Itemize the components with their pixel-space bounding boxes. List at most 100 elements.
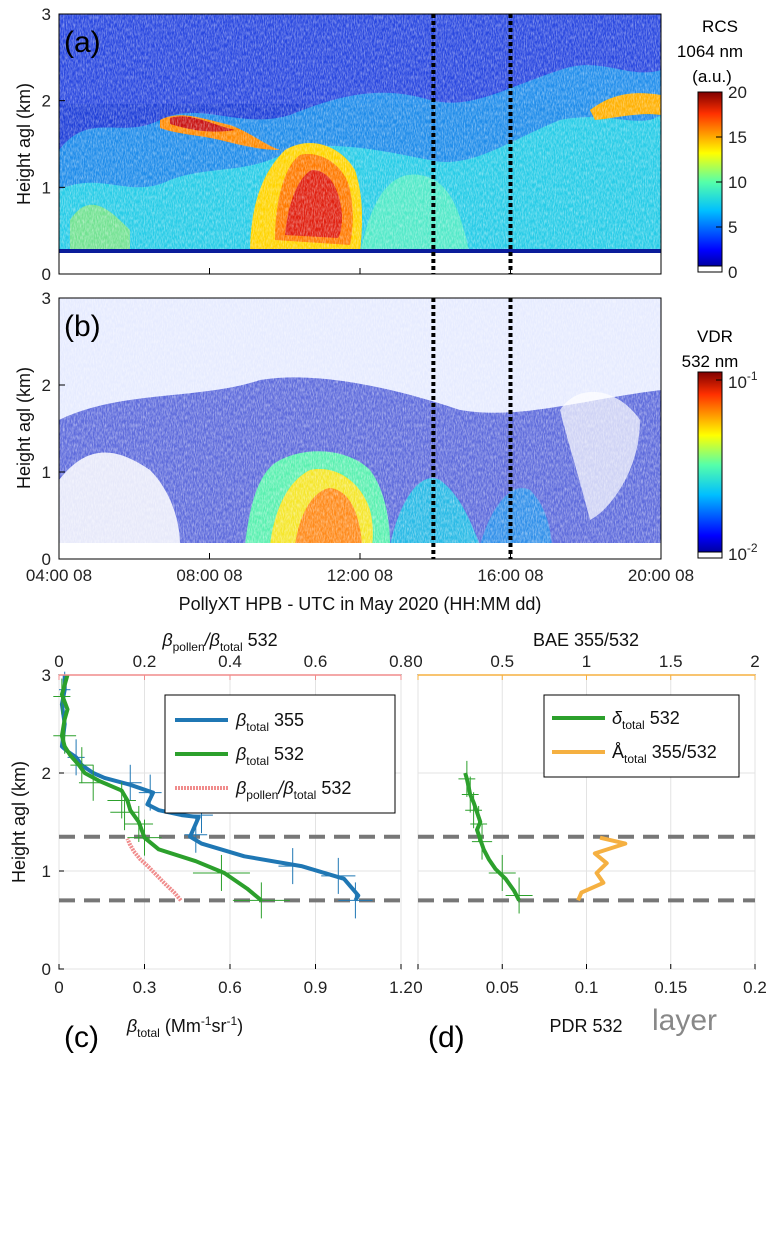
xtick-label: 20:00 08 [628, 566, 694, 585]
panel-d-plot [418, 760, 755, 914]
panel-c-xlabel: βtotal (Mm-1sr-1) [126, 1014, 243, 1040]
xtick-label: 0.05 [486, 978, 519, 997]
c-top-label-sub1: pollen [173, 640, 205, 654]
legend-d-entry-1: δtotal 532 [612, 708, 680, 732]
top-xlabel: PollyXT HPB - UTC in May 2020 (HH:MM dd) [179, 594, 542, 614]
xtick-label: 0.1 [575, 978, 599, 997]
top-xtick-label: 1 [582, 652, 591, 671]
cbar-tick-label: 5 [728, 218, 737, 237]
colorbar-b-title-1: VDR [697, 327, 733, 346]
panel-c-legend: βtotal 355 βtotal 532 βpollen/βtotal 532 [164, 694, 396, 814]
top-xticks: 04:00 08 08:00 08 12:00 08 16:00 08 20:00 08 [26, 553, 694, 585]
xtick-label: 0.15 [654, 978, 687, 997]
panel-d-annotation-layer: layer [652, 1004, 717, 1037]
c-top-label-main: β [161, 630, 172, 650]
panel-d-ticks: 0 0.05 0.1 0.15 0.2 0 0.5 1 1.5 2 [413, 652, 767, 997]
xtick-label: 0.2 [743, 978, 767, 997]
xtick-label: 0 [54, 978, 63, 997]
c-top-label-tail: 532 [243, 630, 278, 650]
ytick-label: 1 [42, 178, 51, 197]
panel-b-ylabel: Height agl (km) [14, 367, 34, 489]
panel-a: 0 1 2 3 Height agl (km) (a) 0 5 10 15 20 RCS 10… [14, 5, 747, 284]
panel-d-legend: δtotal 532 Åtotal 355/532 [543, 694, 740, 778]
top-xtick-label: 0.8 [389, 652, 413, 671]
cbar-tick-label: 10-2 [728, 541, 758, 564]
series-line [125, 837, 183, 902]
ytick-label: 0 [42, 550, 51, 569]
top-xtick-label: 0.2 [133, 652, 157, 671]
series-line [463, 772, 521, 902]
panel-b-yticks: 0 1 2 3 [42, 289, 65, 569]
c-xlabel-unit2: sr [211, 1016, 226, 1036]
c-xlabel-exp1: -1 [201, 1014, 212, 1028]
panel-c-plot [53, 671, 401, 919]
xtick-label: 12:00 08 [327, 566, 393, 585]
ytick-label: 2 [42, 92, 51, 111]
legend-c-entry-1: βtotal 355 [235, 710, 304, 734]
xtick-label: 08:00 08 [176, 566, 242, 585]
ytick-label: 3 [42, 666, 51, 685]
ytick-label: 3 [42, 5, 51, 24]
cbar-tick-label: 10-1 [728, 369, 758, 392]
xtick-label: 0.3 [133, 978, 157, 997]
panel-a-heatmap [59, 14, 661, 274]
panel-a-xticks [58, 268, 662, 274]
top-xtick-label: 0.4 [218, 652, 242, 671]
c-top-label-slash: /β [203, 630, 220, 650]
ytick-label: 1 [42, 463, 51, 482]
ytick-label: 0 [42, 960, 51, 979]
c-xlabel-exp2: -1 [226, 1014, 237, 1028]
cbar-tick-label: 10 [728, 173, 747, 192]
c-xlabel-main: β [126, 1016, 137, 1036]
panel-b-heatmap [59, 298, 661, 559]
xtick-label: 16:00 08 [477, 566, 543, 585]
panel-a-ylabel: Height agl (km) [14, 83, 34, 205]
xtick-label: 0 [413, 978, 422, 997]
colorbar-a-ticks: 0 5 10 15 20 [716, 83, 747, 282]
panel-a-yticks: 0 1 2 3 [42, 5, 65, 284]
top-xtick-label: 0.5 [490, 652, 514, 671]
series-line [576, 835, 628, 902]
panel-b-label: (b) [64, 310, 101, 343]
panel-b-dotted-lines [431, 298, 513, 559]
top-xtick-label: 0.6 [304, 652, 328, 671]
xtick-label: 04:00 08 [26, 566, 92, 585]
top-xtick-label: 0 [54, 652, 63, 671]
panel-d-xlabel: PDR 532 [549, 1016, 622, 1036]
panel-b: 0 1 2 3 Height agl (km) (b) 04:00 08 08:00 0… [14, 289, 758, 614]
panel-c-top-xlabel: βpollen/βtotal 532 [161, 630, 277, 654]
xtick-label: 0.6 [218, 978, 242, 997]
panel-d: 0 0.05 0.1 0.15 0.2 0 0.5 1 1.5 2 BAE 355/532 PDR… [413, 630, 767, 1054]
xtick-label: 0.9 [304, 978, 328, 997]
panel-d-top-xlabel: BAE 355/532 [533, 630, 639, 650]
cbar-tick-label: 0 [728, 263, 737, 282]
panel-c-ylabel: Height agl (km) [9, 761, 29, 883]
c-xlabel-unit1: (Mm [160, 1016, 201, 1036]
colorbar-a-title-2: 1064 nm [677, 42, 743, 61]
ytick-label: 2 [42, 376, 51, 395]
colorbar-b [697, 371, 723, 559]
ytick-label: 1 [42, 862, 51, 881]
panel-c-label: (c) [64, 1021, 99, 1054]
top-xtick-label: 1.5 [659, 652, 683, 671]
panel-d-label: (d) [428, 1021, 465, 1054]
cbar-tick-exponent: -1 [747, 369, 758, 383]
cbar-tick-label: 15 [728, 128, 747, 147]
colorbar-b-title-2: 532 nm [682, 352, 739, 371]
c-top-label-sub2: total [220, 640, 243, 654]
ytick-label: 0 [42, 265, 51, 284]
panel-a-label: (a) [64, 26, 101, 59]
legend-c-entry-3: βpollen/βtotal 532 [235, 778, 351, 802]
c-xlabel-sub: total [137, 1026, 160, 1040]
colorbar-a-title-3: (a.u.) [692, 67, 732, 86]
ytick-label: 3 [42, 289, 51, 308]
xtick-label: 1.2 [389, 978, 413, 997]
top-xtick-label: 0 [413, 652, 422, 671]
panel-a-dotted-lines [431, 14, 513, 274]
legend-d-entry-2: Åtotal 355/532 [612, 742, 717, 766]
cbar-tick-exponent: -2 [747, 541, 758, 555]
ytick-label: 2 [42, 764, 51, 783]
colorbar-a-title-1: RCS [702, 17, 738, 36]
